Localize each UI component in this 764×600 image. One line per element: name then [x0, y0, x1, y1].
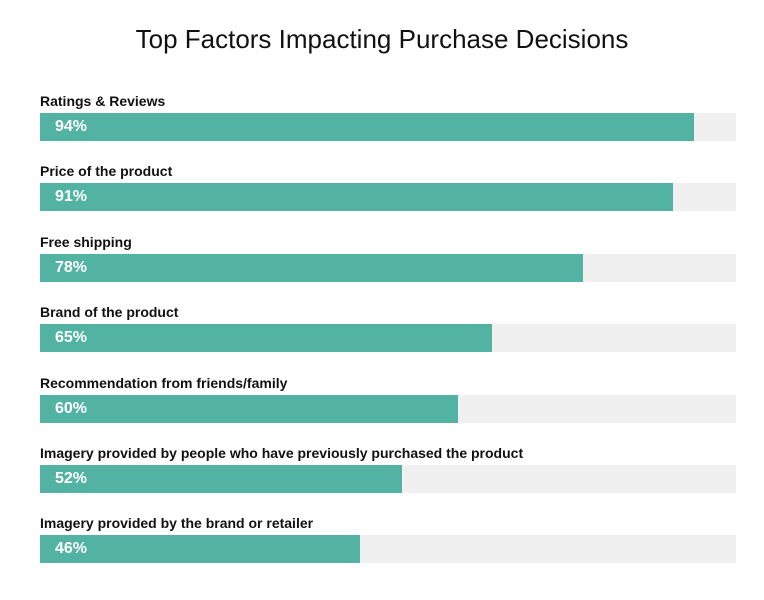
category-label: Price of the product — [40, 163, 173, 179]
data-label: 52% — [55, 470, 88, 487]
bar-track: 65% — [40, 324, 736, 352]
bar-row: Ratings & Reviews 94% — [40, 91, 736, 141]
category-label: Imagery provided by people who have prev… — [40, 445, 524, 461]
bar — [40, 465, 402, 493]
bar-row: Brand of the product 65% — [40, 302, 736, 352]
bar-track: 46% — [40, 535, 736, 563]
bar — [40, 113, 695, 141]
data-label: 46% — [55, 540, 88, 557]
category-label: Imagery provided by the brand or retaile… — [40, 515, 314, 531]
bar-track: 91% — [40, 183, 736, 211]
bar-row: Imagery provided by people who have prev… — [40, 443, 736, 493]
category-label: Brand of the product — [40, 304, 179, 320]
bar-row: Price of the product 91% — [40, 161, 736, 211]
data-label: 60% — [55, 400, 88, 417]
chart-title: Top Factors Impacting Purchase Decisions — [135, 24, 629, 54]
category-label: Free shipping — [40, 234, 132, 250]
bar — [40, 324, 493, 352]
data-label: 94% — [55, 118, 88, 135]
bar-track: 52% — [40, 465, 736, 493]
bar — [40, 395, 458, 423]
bar-track: 78% — [40, 254, 736, 282]
bar — [40, 535, 361, 563]
category-label: Recommendation from friends/family — [40, 375, 288, 391]
bar-row: Imagery provided by the brand or retaile… — [40, 513, 736, 563]
bar — [40, 183, 674, 211]
bar-track: 60% — [40, 395, 736, 423]
bar-track: 94% — [40, 113, 736, 141]
category-label: Ratings & Reviews — [40, 93, 166, 109]
bar-row: Recommendation from friends/family 60% — [40, 373, 736, 423]
bar — [40, 254, 583, 282]
data-label: 78% — [55, 259, 88, 276]
bar-row: Free shipping 78% — [40, 232, 736, 282]
data-label: 91% — [55, 188, 88, 205]
data-label: 65% — [55, 329, 88, 346]
